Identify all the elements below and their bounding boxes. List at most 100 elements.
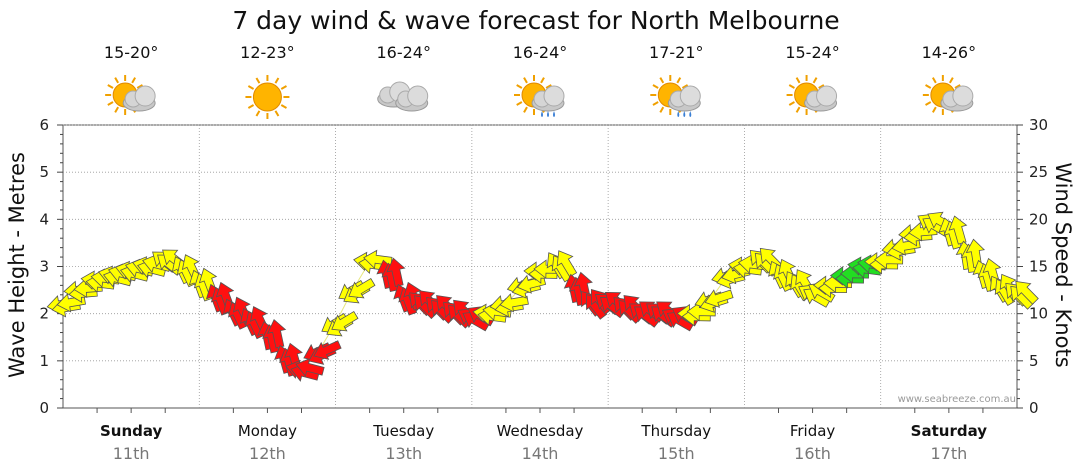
sun-ray — [523, 106, 528, 113]
sun-ray — [247, 85, 255, 90]
right-axis-title: Wind Speed - Knots — [1051, 162, 1075, 367]
left-tick-label: 4 — [39, 210, 49, 228]
wind-arrow — [556, 250, 578, 278]
wind-arrow — [348, 277, 376, 299]
wind-arrow — [331, 310, 359, 332]
sun-ray — [925, 101, 932, 106]
left-axis: 0 1 2 3 4 5 6 — [39, 116, 63, 417]
sun-ray — [255, 110, 261, 117]
sun-ray — [131, 77, 137, 84]
sun-ray — [795, 106, 801, 113]
cloud-puff — [407, 85, 429, 107]
left-tick-label: 1 — [39, 352, 49, 370]
temperature-label: 17-21° — [649, 43, 704, 62]
day-date-label: 16th — [794, 444, 831, 463]
sun-ray — [948, 77, 954, 84]
sun-ray — [652, 84, 659, 89]
cloud-puff — [679, 85, 701, 107]
day-labels: Sunday 11th Monday 12th Tuesday 13th Wednesday… — [100, 422, 987, 463]
sun-ray — [274, 110, 280, 117]
day-date-label: 13th — [385, 444, 422, 463]
left-tick-label: 0 — [39, 399, 49, 417]
sun-ray — [107, 101, 114, 106]
sun-cloud-icon — [786, 75, 838, 115]
right-axis: 0 5 10 15 20 25 30 — [1017, 116, 1048, 417]
sun-ray — [788, 84, 795, 89]
sun-ray — [954, 84, 961, 89]
temperature-label: 15-24° — [785, 43, 840, 62]
sun-ray — [107, 84, 114, 89]
sun-ray — [523, 77, 528, 84]
temperature-label: 16-24° — [376, 43, 431, 62]
sun-disc — [252, 82, 282, 112]
temperature-label: 12-23° — [240, 43, 295, 62]
wind-arrow — [704, 289, 734, 308]
rain-drop — [541, 111, 543, 117]
cloud-puff — [952, 85, 974, 107]
cloud-icon — [377, 81, 429, 112]
temperature-label: 15-20° — [104, 43, 159, 62]
temperature-label: 16-24° — [513, 43, 568, 62]
weather-row: 15-20° 12-23° 16-24° 16-24° 17-21° 15-24° 14-2… — [104, 43, 976, 119]
day-name-label: Monday — [238, 422, 297, 440]
sun-ray — [818, 84, 825, 89]
left-tick-label: 6 — [39, 116, 49, 134]
cloud-shape — [395, 85, 429, 112]
day-name-label: Sunday — [100, 422, 163, 440]
day-name-label: Thursday — [640, 422, 711, 440]
cloud-puff — [543, 85, 565, 107]
sun-cloud-icon — [105, 75, 156, 115]
sun-cloud-icon — [922, 75, 974, 115]
sun-ray — [280, 104, 287, 109]
sun-icon — [245, 75, 290, 119]
sun-ray — [676, 77, 682, 84]
credit-text: www.seabreeze.com.au — [898, 394, 1016, 405]
sun-ray — [540, 77, 545, 84]
day-name-label: Saturday — [911, 422, 988, 440]
sun-ray — [659, 106, 665, 113]
rain-drop — [547, 111, 549, 117]
sun-ray — [681, 84, 689, 89]
wind-arrow — [1015, 280, 1039, 305]
sun-ray — [659, 77, 665, 84]
cloud-puff — [816, 85, 838, 107]
cloud-shape — [804, 85, 838, 112]
sun-ray — [795, 77, 801, 84]
right-tick-label: 5 — [1029, 352, 1039, 370]
chart-title: 7 day wind & wave forecast for North Mel… — [232, 6, 839, 35]
sun-ray — [274, 77, 280, 84]
sun-ray — [516, 84, 523, 89]
rain-drop — [677, 111, 680, 117]
sun-ray — [925, 84, 932, 89]
cloud-shape — [667, 85, 701, 112]
sun-ray — [545, 84, 552, 89]
day-date-label: 17th — [930, 444, 967, 463]
sun-cloud-rain-icon — [650, 75, 701, 117]
left-tick-label: 3 — [39, 258, 49, 276]
sun-ray — [788, 101, 795, 106]
sun-icon — [245, 75, 290, 119]
sun-ray — [652, 101, 659, 106]
wind-arrow — [499, 293, 529, 313]
right-tick-label: 25 — [1029, 163, 1048, 181]
right-tick-label: 0 — [1029, 399, 1039, 417]
sun-ray — [812, 77, 818, 84]
cloud-shape — [531, 85, 565, 112]
wind-arrow — [313, 340, 342, 360]
sun-ray — [931, 77, 937, 84]
right-tick-label: 10 — [1029, 305, 1048, 323]
cloud-shape — [940, 85, 974, 112]
sun-ray — [114, 106, 120, 113]
right-tick-label: 20 — [1029, 210, 1048, 228]
sun-ray — [136, 84, 143, 89]
sun-ray — [114, 77, 120, 84]
rain-drop — [689, 111, 692, 117]
sun-ray — [255, 77, 261, 84]
right-tick-label: 30 — [1029, 116, 1048, 134]
cloud-puff — [134, 85, 156, 107]
left-tick-label: 2 — [39, 305, 49, 323]
day-name-label: Wednesday — [497, 422, 584, 440]
temperature-label: 14-26° — [922, 43, 977, 62]
day-date-label: 11th — [113, 444, 150, 463]
